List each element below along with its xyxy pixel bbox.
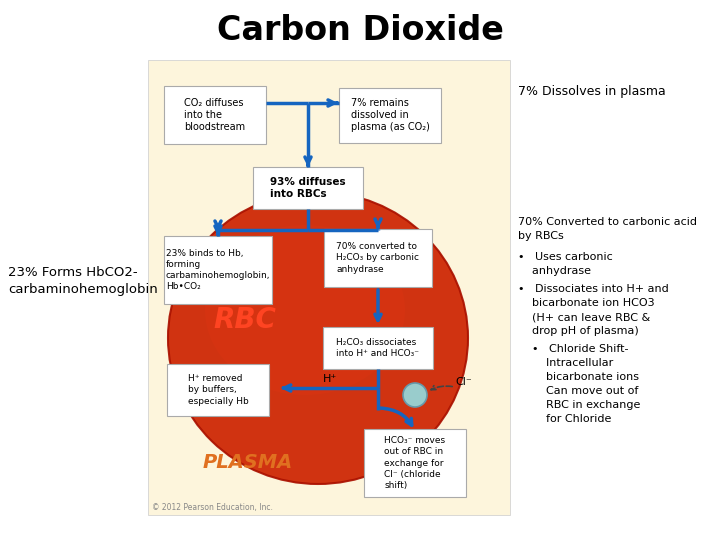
FancyBboxPatch shape <box>167 364 269 416</box>
Text: H⁺ removed
by buffers,
especially Hb: H⁺ removed by buffers, especially Hb <box>188 374 248 406</box>
FancyBboxPatch shape <box>323 327 433 369</box>
Text: HCO₃⁻ moves
out of RBC in
exchange for
Cl⁻ (chloride
shift): HCO₃⁻ moves out of RBC in exchange for C… <box>384 436 446 490</box>
Text: by RBCs: by RBCs <box>518 231 564 241</box>
FancyBboxPatch shape <box>364 429 466 497</box>
Text: © 2012 Pearson Education, Inc.: © 2012 Pearson Education, Inc. <box>152 503 273 512</box>
Text: •   Chloride Shift-: • Chloride Shift- <box>518 344 629 354</box>
Text: anhydrase: anhydrase <box>518 266 591 276</box>
FancyBboxPatch shape <box>164 236 272 304</box>
FancyBboxPatch shape <box>339 87 441 143</box>
Text: 23% Forms HbCO2-: 23% Forms HbCO2- <box>8 266 138 279</box>
Text: 7% remains
dissolved in
plasma (as CO₂): 7% remains dissolved in plasma (as CO₂) <box>351 98 429 132</box>
Text: carbaminohemoglobin: carbaminohemoglobin <box>8 284 158 296</box>
Text: 93% diffuses
into RBCs: 93% diffuses into RBCs <box>270 177 346 199</box>
Text: RBC: RBC <box>214 306 276 334</box>
Text: Can move out of: Can move out of <box>518 386 639 396</box>
Text: 23% binds to Hb,
forming
carbaminohemoglobin,
Hb•CO₂: 23% binds to Hb, forming carbaminohemogl… <box>166 249 270 291</box>
Text: H⁺: H⁺ <box>323 374 337 384</box>
Ellipse shape <box>168 192 468 484</box>
Text: bicarbonate ions: bicarbonate ions <box>518 372 639 382</box>
Circle shape <box>403 383 427 407</box>
Text: (H+ can leave RBC &: (H+ can leave RBC & <box>518 312 650 322</box>
Text: Carbon Dioxide: Carbon Dioxide <box>217 14 503 46</box>
Text: •   Dissociates into H+ and: • Dissociates into H+ and <box>518 284 669 294</box>
Text: PLASMA: PLASMA <box>203 453 293 471</box>
Text: H₂CO₃ dissociates
into H⁺ and HCO₃⁻: H₂CO₃ dissociates into H⁺ and HCO₃⁻ <box>336 338 420 358</box>
Text: Cl⁻: Cl⁻ <box>455 377 472 387</box>
Text: 7% Dissolves in plasma: 7% Dissolves in plasma <box>518 85 666 98</box>
Text: •   Uses carbonic: • Uses carbonic <box>518 252 613 262</box>
Text: 70% Converted to carbonic acid: 70% Converted to carbonic acid <box>518 217 697 227</box>
Text: CO₂ diffuses
into the
bloodstream: CO₂ diffuses into the bloodstream <box>184 98 246 132</box>
FancyBboxPatch shape <box>324 229 432 287</box>
FancyBboxPatch shape <box>148 60 510 515</box>
FancyBboxPatch shape <box>253 167 363 209</box>
Text: for Chloride: for Chloride <box>518 414 611 424</box>
Text: RBC in exchange: RBC in exchange <box>518 400 640 410</box>
Text: drop pH of plasma): drop pH of plasma) <box>518 326 639 336</box>
Ellipse shape <box>205 225 405 395</box>
Text: bicarbonate ion HCO3: bicarbonate ion HCO3 <box>518 298 654 308</box>
Text: Intracellular: Intracellular <box>518 358 613 368</box>
FancyBboxPatch shape <box>164 86 266 144</box>
Text: 70% converted to
H₂CO₃ by carbonic
anhydrase: 70% converted to H₂CO₃ by carbonic anhyd… <box>336 242 420 274</box>
